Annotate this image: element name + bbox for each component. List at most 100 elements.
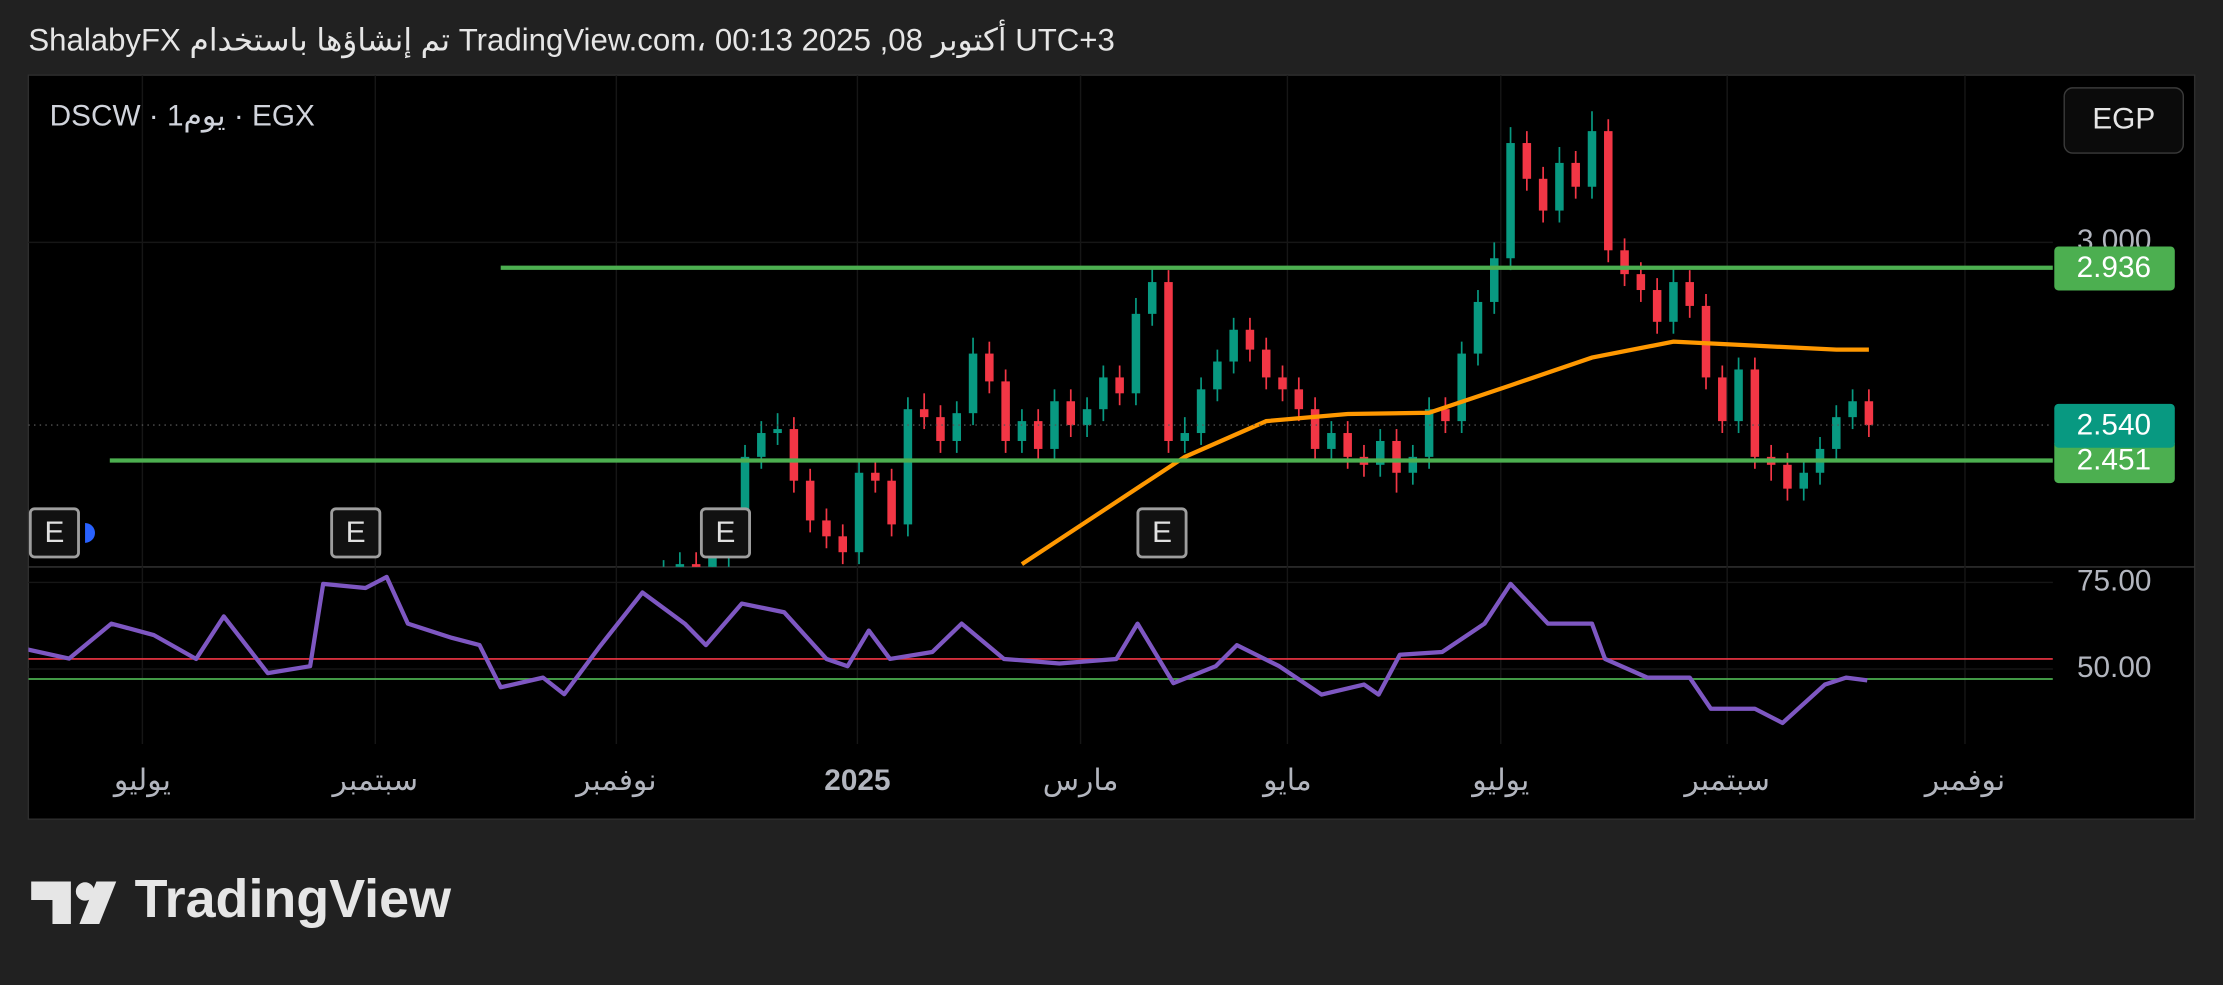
logo-shape bbox=[75, 882, 95, 901]
candle-body bbox=[1278, 377, 1287, 390]
candle-body bbox=[708, 556, 717, 567]
x-tick-label: سبتمبر bbox=[331, 764, 418, 797]
candle-body bbox=[1604, 131, 1613, 251]
attribution: ShalabyFX تم إنشاؤها باستخدام TradingVie… bbox=[28, 20, 1114, 59]
candle-body bbox=[1115, 377, 1124, 394]
event-marker[interactable] bbox=[330, 507, 382, 559]
candle-body bbox=[1180, 433, 1190, 441]
currency-label[interactable]: EGP bbox=[2092, 102, 2155, 135]
candle-body bbox=[903, 409, 913, 525]
candle-body bbox=[1294, 389, 1304, 410]
candle-body bbox=[1750, 369, 1760, 457]
event-label: E bbox=[716, 516, 736, 549]
candle-body bbox=[1864, 401, 1874, 426]
x-tick-label: يوليو bbox=[112, 764, 171, 797]
logo-shape bbox=[79, 881, 117, 925]
candle-body bbox=[1848, 401, 1857, 418]
x-tick-label: سبتمبر bbox=[1682, 764, 1769, 797]
candle-body bbox=[1506, 143, 1515, 259]
candle-body bbox=[773, 429, 782, 434]
candle-body bbox=[1522, 143, 1532, 179]
candle-body bbox=[1490, 258, 1499, 302]
candle-body bbox=[1571, 162, 1580, 187]
x-tick-label: مايو bbox=[1261, 764, 1312, 797]
candle-body bbox=[1327, 433, 1336, 449]
y-tick-label: 75.00 bbox=[2077, 564, 2151, 597]
event-label: E bbox=[1152, 516, 1172, 549]
pane bbox=[28, 566, 2053, 745]
candle-body bbox=[675, 564, 685, 567]
candle-body bbox=[757, 433, 766, 457]
price-label: 2.451 bbox=[2077, 444, 2151, 477]
x-tick-label: نوفمبر bbox=[1923, 764, 2005, 797]
candle-body bbox=[1261, 349, 1271, 378]
candle-body bbox=[936, 417, 945, 441]
candle-body bbox=[838, 536, 848, 553]
chart-area bbox=[27, 74, 2196, 820]
logo-icon bbox=[31, 881, 117, 925]
candle-body bbox=[871, 472, 880, 481]
candle-body bbox=[1066, 401, 1076, 426]
candle-body bbox=[789, 429, 799, 481]
candle-body bbox=[1555, 162, 1564, 211]
candle-body bbox=[1245, 329, 1255, 350]
candle-body bbox=[1685, 282, 1694, 306]
currency-button[interactable] bbox=[2063, 87, 2185, 154]
x-tick-label: نوفمبر bbox=[574, 764, 656, 797]
event-marker[interactable] bbox=[699, 507, 751, 559]
candle-body bbox=[1652, 290, 1662, 322]
candle-body bbox=[1099, 377, 1108, 410]
candle-body bbox=[1375, 440, 1385, 465]
candle-body bbox=[1310, 409, 1320, 449]
event-marker[interactable] bbox=[1136, 507, 1188, 559]
logo-text: TradingView bbox=[135, 869, 451, 929]
x-tick-label: 2025 bbox=[824, 764, 890, 797]
candle-body bbox=[1538, 178, 1548, 211]
event-label: E bbox=[346, 516, 366, 549]
candle-body bbox=[1441, 409, 1450, 422]
candle-body bbox=[1669, 282, 1678, 322]
candle-body bbox=[805, 480, 815, 521]
candle-body bbox=[1033, 421, 1043, 449]
symbol-info: DSCW · 1يوم · EGX bbox=[50, 99, 315, 132]
candle-body bbox=[1783, 464, 1792, 489]
x-tick-label: مارس bbox=[1043, 764, 1119, 797]
event-label: E bbox=[44, 516, 64, 549]
candle-body bbox=[854, 472, 864, 553]
candle-body bbox=[1164, 282, 1173, 441]
event-marker-accent bbox=[85, 522, 95, 543]
candle-body bbox=[1082, 409, 1092, 426]
logo-shape bbox=[31, 881, 71, 925]
candle-body bbox=[952, 413, 962, 441]
price-label-box bbox=[2054, 246, 2175, 291]
candle-body bbox=[1017, 421, 1027, 441]
candle-body bbox=[1196, 389, 1206, 434]
candle-body bbox=[1050, 401, 1059, 449]
event-marker[interactable] bbox=[28, 507, 80, 559]
candle-body bbox=[1457, 353, 1466, 422]
rsi-line bbox=[28, 574, 1868, 726]
x-tick-label: يوليو bbox=[1470, 764, 1529, 797]
candle-body bbox=[968, 353, 978, 414]
candle-body bbox=[887, 480, 896, 525]
pane bbox=[28, 75, 2053, 567]
candle-body bbox=[1636, 274, 1646, 291]
candle-body bbox=[1131, 313, 1141, 394]
price-label-box bbox=[2054, 439, 2175, 484]
price-label: 2.936 bbox=[2077, 251, 2151, 284]
candle-body bbox=[1718, 377, 1727, 422]
price-label-box bbox=[2054, 403, 2175, 448]
candle-body bbox=[919, 409, 929, 418]
y-tick-label: 50.00 bbox=[2077, 651, 2151, 684]
candle-body bbox=[822, 520, 831, 537]
candle-body bbox=[1587, 131, 1597, 187]
candle-body bbox=[1734, 369, 1743, 422]
candle-body bbox=[1620, 250, 1629, 275]
candle-body bbox=[1473, 301, 1483, 354]
candle-body bbox=[740, 456, 750, 521]
candle-body bbox=[1424, 409, 1434, 457]
moving-average bbox=[1020, 339, 1869, 566]
price-label: 2.540 bbox=[2077, 408, 2151, 441]
